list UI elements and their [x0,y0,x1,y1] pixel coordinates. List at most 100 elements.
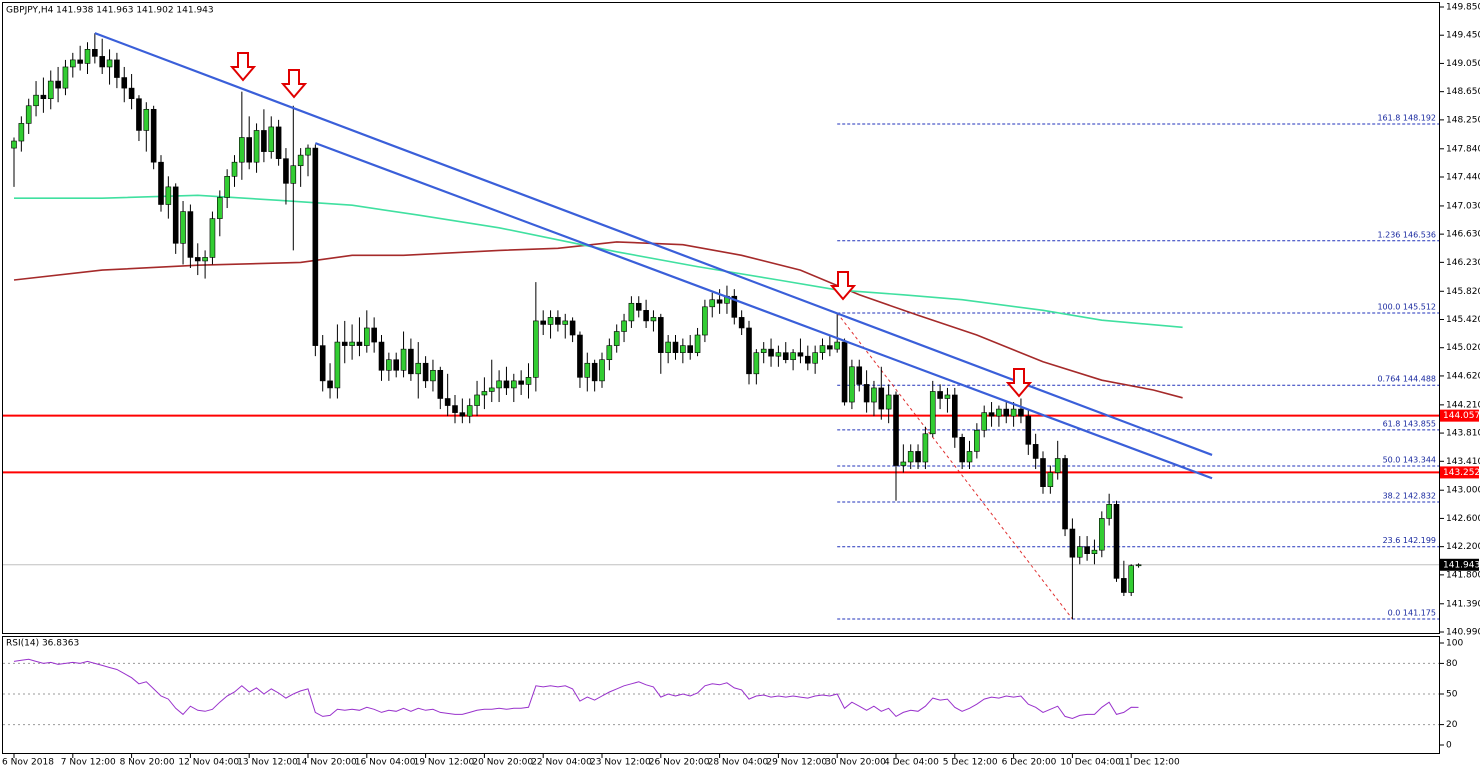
candle-body [1054,458,1061,473]
rsi-tick-label: 20 [1446,720,1458,730]
candle-body [437,369,444,399]
candle-body [738,317,745,329]
candle-body [261,130,267,152]
y-tick-label: 141.800 [1446,570,1480,580]
y-tick-label: 143.410 [1446,457,1480,467]
x-tick-label: 29 Nov 12:00 [766,758,827,768]
candle-body [246,137,252,163]
candle-body [709,299,716,308]
candle-body [268,126,275,152]
candle-body [40,94,47,100]
rsi-tick-label: 50 [1446,690,1458,700]
x-tick-label: 14 Nov 20:00 [296,758,357,768]
candle-body [1084,546,1090,554]
y-tick-label: 143.000 [1446,486,1480,496]
candle-body [863,384,870,403]
candle-body [591,362,598,382]
x-tick-label: 8 Nov 20:00 [120,758,175,768]
candle-body [47,80,54,100]
candle-body [1076,546,1083,558]
candle-body [165,186,172,205]
level-label-box [1440,466,1479,479]
trendline [314,142,1213,480]
candle-body [893,394,899,466]
candle-body [275,126,282,159]
candle-body [937,391,943,399]
candle-body [180,211,186,244]
candle-body [790,352,796,361]
y-tick-label: 146.230 [1446,258,1480,268]
level-label: 143.252 [1443,468,1480,478]
candle-body [283,158,289,184]
candle-body [731,295,738,318]
candle-body [841,341,848,403]
candle-body [533,320,539,378]
price-panel [2,2,1440,634]
candle-body [327,380,333,389]
candle-body [430,369,436,382]
x-tick-label: 26 Nov 20:00 [649,758,710,768]
x-tick-label: 23 Nov 12:00 [590,758,651,768]
candle-body [1135,564,1142,567]
candle-body [760,348,767,353]
candle-body [525,377,532,385]
y-tick-label: 144.210 [1446,400,1480,410]
candle-body [702,306,708,336]
y-tick-label: 147.440 [1446,173,1480,183]
candle-body [577,334,583,378]
x-tick-label: 12 Nov 04:00 [178,758,239,768]
candle-body [253,130,260,163]
candle-body [804,355,811,364]
candle-body [915,451,921,463]
y-tick-label: 140.990 [1446,628,1480,638]
candle-body [959,437,965,463]
candle-body [25,105,32,124]
candle-body [84,49,91,64]
candle-body [569,320,576,336]
candle-body [1032,444,1039,459]
fib-label: 0.764 144.488 [1377,375,1436,384]
candle-body [885,394,892,410]
candle-body [114,59,120,78]
candle-body [555,317,561,325]
level-label-box [1440,409,1479,422]
candle-body [694,334,701,353]
x-tick-label: 22 Nov 04:00 [531,758,592,768]
arrow [229,52,257,82]
candle-body [474,394,480,406]
candle-body [143,108,150,131]
rsi-tick-label: 100 [1446,639,1463,649]
candle-body [297,154,304,167]
candle-body [121,77,128,89]
candle-body [1010,408,1017,417]
candle-body [202,257,208,262]
candle-body [18,123,25,142]
candle-body [239,137,245,163]
x-tick-label: 10 Dec 04:00 [1060,758,1121,768]
candle-body [128,87,135,100]
candle-body [613,331,620,346]
candle-body [687,345,694,353]
candle-body [408,348,414,375]
x-tick-label: 16 Nov 04:00 [355,758,416,768]
x-tick-label: 5 Dec 12:00 [943,758,998,768]
candle-body [657,317,664,353]
candle-body [1106,504,1112,519]
candle-body [665,341,671,353]
candle-body [753,352,760,375]
candle-body [584,362,591,378]
candle-body [680,345,686,353]
moving-average [13,241,1183,399]
candle-body [106,59,113,68]
candle-body [635,302,642,311]
fib-label: 50.0 143.344 [1383,455,1436,464]
y-tick-label: 143.810 [1446,429,1480,439]
fib-label: 161.8 148.192 [1377,113,1436,122]
candle-body [150,108,157,163]
candle-body [136,98,142,131]
fib-label: 1.236 146.536 [1377,230,1436,239]
candle-body [290,165,297,184]
level-label: 144.057 [1443,411,1480,421]
candle-body [1003,408,1010,417]
